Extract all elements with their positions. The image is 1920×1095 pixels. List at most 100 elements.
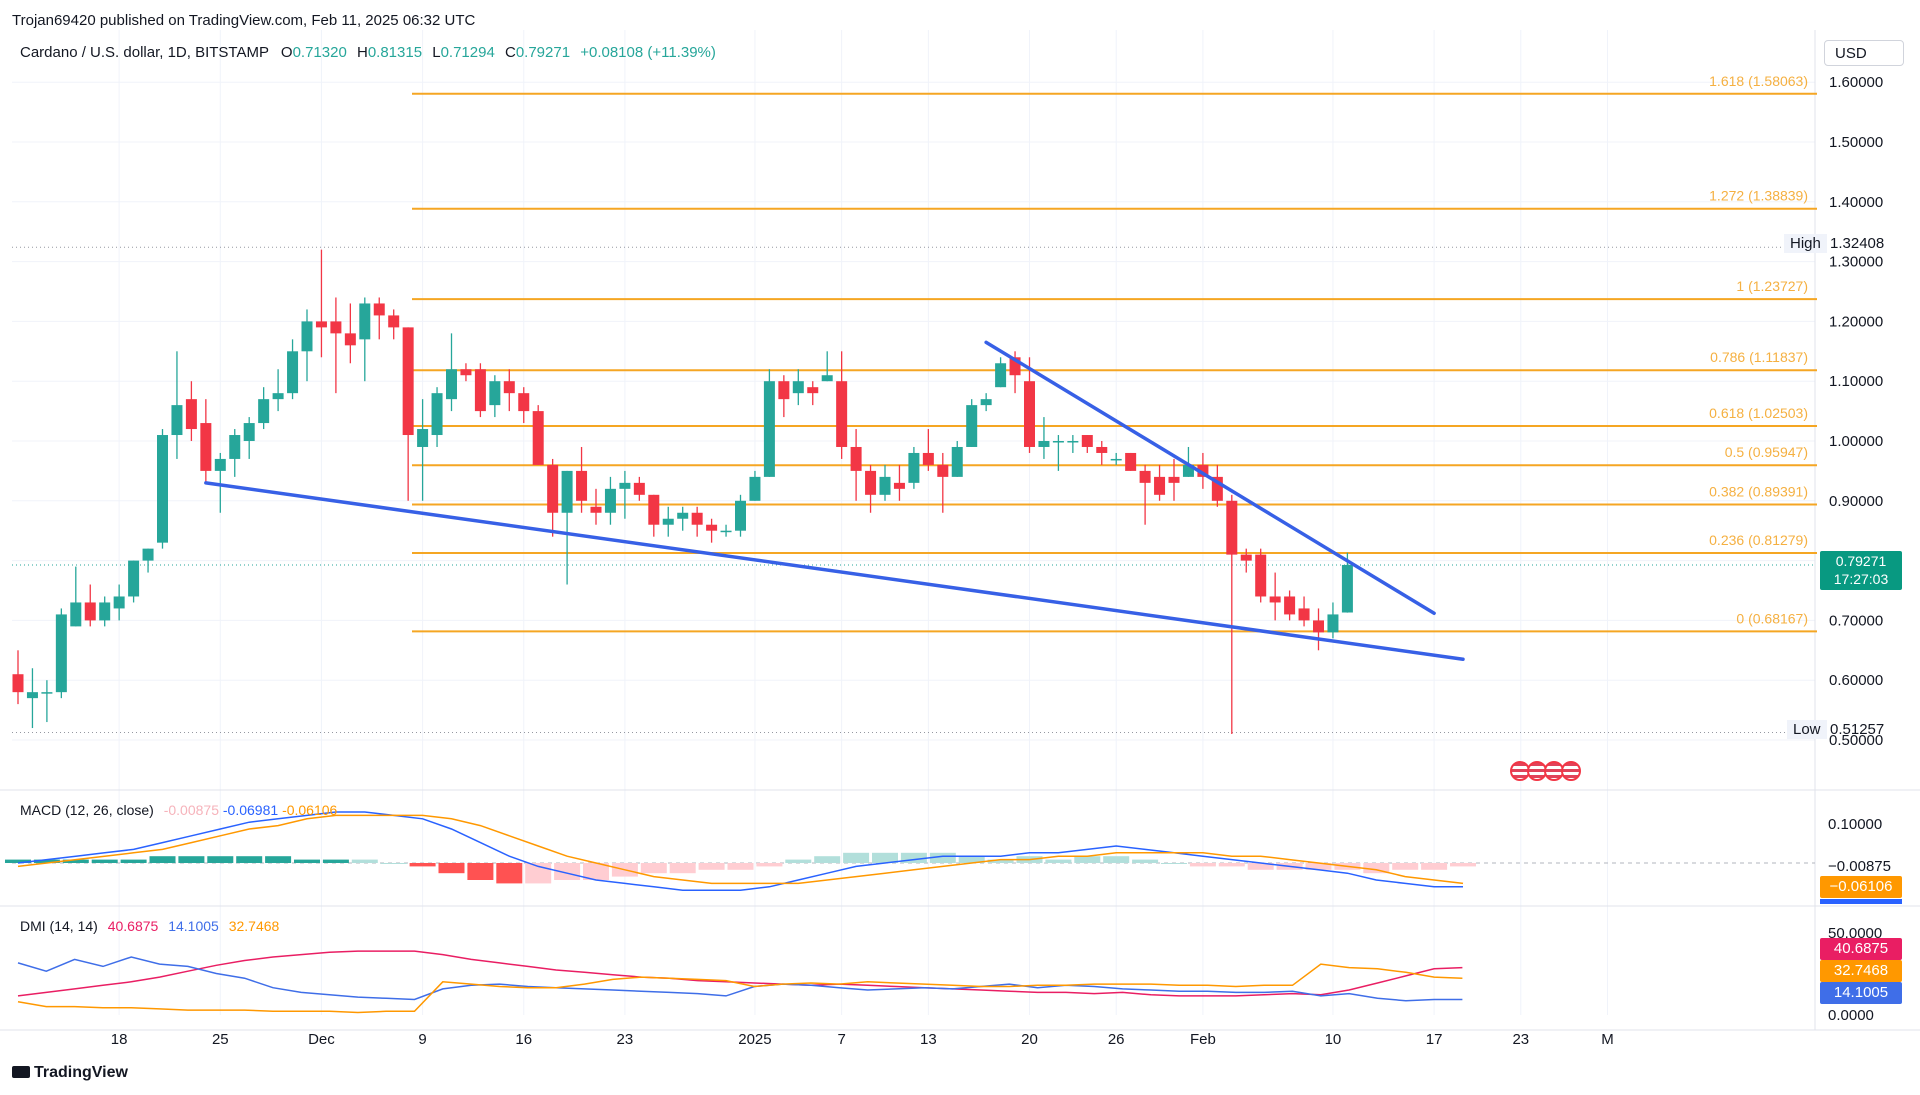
- candle-body: [821, 375, 833, 382]
- macd-hist-bar: [91, 859, 118, 863]
- macd-hist-bar: [669, 863, 696, 874]
- candle-body: [402, 327, 414, 436]
- macd-hist-bar: [958, 856, 985, 863]
- trendlines: [204, 340, 1465, 662]
- ohlc-value: 0.79271: [515, 44, 571, 61]
- legend-row: Cardano / U.S. dollar, 1D, BITSTAMP O0.7…: [20, 44, 716, 61]
- candle-body: [633, 482, 645, 495]
- candle-body: [763, 381, 775, 477]
- candle-body: [778, 381, 790, 400]
- trendline-resistance: [984, 340, 1436, 615]
- candle-body: [1298, 608, 1310, 621]
- candle-body: [604, 488, 616, 513]
- trendline-support: [204, 481, 1465, 662]
- macd-hist-bar: [438, 863, 465, 874]
- ohlc-label: H: [356, 44, 368, 61]
- candle-body: [460, 369, 472, 376]
- candle-body: [1284, 596, 1296, 615]
- price-tick: 1.10000: [1829, 373, 1883, 390]
- time-tick: 2025: [738, 1031, 771, 1048]
- macd-hist-bar: [583, 863, 609, 880]
- macd-hist-bar: [294, 859, 320, 863]
- price-change: +0.08108 (+11.39%): [580, 44, 716, 61]
- macd-hist-bar: [1218, 863, 1245, 867]
- candle-body: [1341, 564, 1353, 613]
- dmi-title: DMI (14, 14): [20, 918, 98, 934]
- time-tick: Feb: [1190, 1031, 1216, 1048]
- candle-body: [1168, 476, 1180, 483]
- plus-di-box: 40.6875: [1820, 938, 1902, 960]
- macd-hist-bar: [120, 859, 147, 863]
- macd-hist-bar: [698, 863, 725, 870]
- macd-hist-bar: [1074, 856, 1101, 863]
- ohlc-label: O: [280, 44, 293, 61]
- brand-name: TradingView: [34, 1064, 128, 1081]
- time-tick: 23: [1512, 1031, 1529, 1048]
- candle-body: [1052, 441, 1064, 443]
- candle-body: [99, 602, 111, 621]
- time-tick: 7: [837, 1031, 845, 1048]
- minus-di-box: 14.1005: [1820, 982, 1902, 1004]
- candle-body: [113, 596, 125, 609]
- price-tick: 1.60000: [1829, 74, 1883, 91]
- currency-button[interactable]: USD: [1824, 40, 1904, 66]
- fib-label: 0.618 (1.02503): [1709, 405, 1808, 421]
- macd-hist-bar: [265, 856, 292, 863]
- candle-body: [951, 446, 963, 477]
- time-tick: 20: [1021, 1031, 1038, 1048]
- high-label: High: [1784, 234, 1827, 253]
- candle-body: [26, 692, 38, 699]
- candle-body: [1081, 435, 1093, 447]
- macd-hist-bar: [987, 859, 1014, 863]
- candle-body: [243, 423, 255, 441]
- macd-hist-bar: [236, 856, 263, 863]
- macd-hist-bar: [496, 863, 523, 884]
- candle-body: [1110, 458, 1122, 461]
- candle-body: [922, 452, 934, 465]
- candle-body: [1139, 470, 1151, 483]
- candle-body: [431, 393, 443, 436]
- candle-body: [1125, 452, 1137, 471]
- time-tick: 16: [515, 1031, 532, 1048]
- time-tick: 25: [212, 1031, 229, 1048]
- fib-label: 1.272 (1.38839): [1709, 188, 1808, 204]
- candle-body: [344, 333, 356, 346]
- minus-di-line: [17, 956, 1463, 1002]
- price-tick: 1.40000: [1829, 194, 1883, 211]
- candle-body: [128, 560, 140, 597]
- high-value: 1.32408: [1830, 235, 1885, 252]
- macd-hist-bar: [1450, 863, 1476, 867]
- events-icons[interactable]: [1510, 761, 1586, 783]
- macd-hist-bar: [1045, 859, 1072, 863]
- candle-body: [691, 512, 703, 525]
- low-value: 0.51257: [1830, 721, 1885, 738]
- adx-line: [17, 963, 1463, 1014]
- ohlc-value: 0.71320: [292, 44, 347, 61]
- axes: 18 25 Dec 9 16 23 2025 7 13 20 26 Feb 10 17 23 M 1.60000…: [111, 74, 1883, 1048]
- candle-body: [1240, 554, 1252, 561]
- tradingview-logo[interactable]: TradingView: [12, 1064, 128, 1082]
- candle-body: [995, 363, 1007, 388]
- candle-body: [258, 399, 270, 424]
- bar-countdown: 17:27:03: [1833, 571, 1889, 587]
- candle-body: [662, 518, 674, 525]
- candle-body: [171, 405, 183, 436]
- candle-body: [1067, 441, 1079, 443]
- candle-body: [1313, 620, 1324, 633]
- macd-hist-bar: [409, 863, 436, 867]
- candle-body: [373, 303, 385, 316]
- candle-body: [590, 506, 602, 513]
- macd-hist-bar: [178, 856, 205, 863]
- candle-body: [1255, 554, 1267, 597]
- macd-hist-bar: [351, 859, 378, 863]
- candle-body: [677, 512, 689, 519]
- price-tick: 0.70000: [1829, 612, 1883, 629]
- candle-body: [503, 381, 515, 394]
- candle-body: [1024, 381, 1035, 447]
- candle-body: [1327, 614, 1339, 633]
- candle-body: [55, 614, 67, 693]
- macd-signal-line: [17, 814, 1464, 885]
- candle-body: [980, 399, 992, 406]
- grid: [0, 30, 1920, 1031]
